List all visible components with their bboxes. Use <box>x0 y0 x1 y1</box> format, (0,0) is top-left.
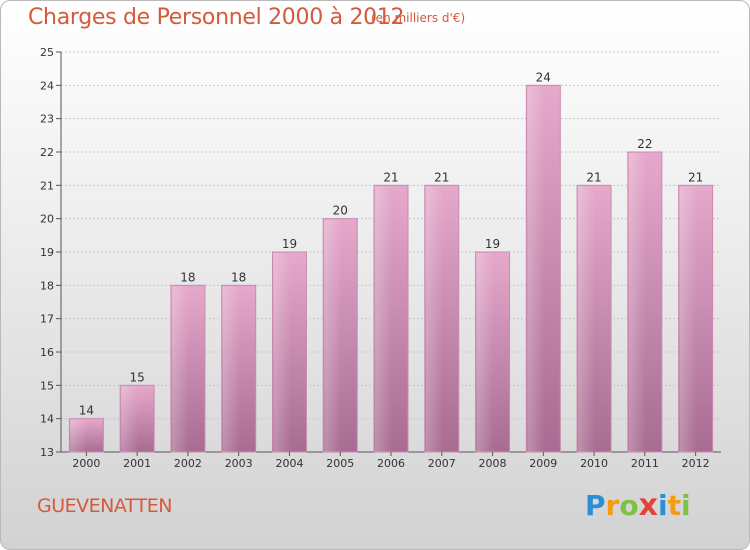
bar-value-label: 19 <box>282 237 297 251</box>
x-tick-label: 2010 <box>580 457 608 470</box>
y-tick-label: 25 <box>40 46 54 59</box>
bar-highlight <box>527 86 545 452</box>
x-tick-label: 2000 <box>72 457 100 470</box>
logo-letter: x <box>638 488 658 523</box>
y-tick-label: 19 <box>40 246 54 259</box>
bar-value-label: 14 <box>79 404 94 418</box>
y-tick-label: 20 <box>40 213 54 226</box>
x-tick-label: 2001 <box>123 457 151 470</box>
bar-highlight <box>679 186 697 453</box>
x-tick-label: 2004 <box>275 457 303 470</box>
x-tick-label: 2005 <box>326 457 354 470</box>
logo-letter: o <box>619 489 639 522</box>
bar-value-label: 19 <box>485 237 500 251</box>
x-tick-label: 2007 <box>428 457 456 470</box>
bar-value-label: 18 <box>231 270 246 284</box>
bar-highlight <box>628 153 646 452</box>
bar-value-label: 21 <box>688 170 703 184</box>
bar-value-label: 20 <box>333 204 348 218</box>
bar-value-label: 18 <box>180 270 195 284</box>
bar-value-label: 21 <box>434 170 449 184</box>
logo-letter: t <box>667 489 681 522</box>
commune-name: GUEVENATTEN <box>37 495 172 517</box>
bar-value-label: 15 <box>130 370 145 384</box>
x-tick-label: 2006 <box>377 457 405 470</box>
logo-letter: i <box>680 489 691 522</box>
bar-highlight <box>425 186 443 453</box>
logo-letter: i <box>657 489 668 522</box>
y-tick-label: 16 <box>40 346 54 359</box>
bar-highlight <box>222 286 240 452</box>
proxiti-logo: Proxiti <box>585 488 691 523</box>
bars: 14 15 18 18 19 20 21 21 19 24 21 22 21 <box>68 70 714 453</box>
bar-highlight <box>70 419 88 452</box>
y-tick-label: 15 <box>40 379 54 392</box>
bar-value-label: 24 <box>536 70 551 84</box>
x-tick-label: 2002 <box>174 457 202 470</box>
y-tick-label: 21 <box>40 179 54 192</box>
y-tick-label: 22 <box>40 146 54 159</box>
bar-value-label: 21 <box>586 170 601 184</box>
bar-highlight <box>476 253 494 452</box>
logo-letter: r <box>605 489 620 522</box>
chart-subtitle: (en milliers d'€) <box>371 11 466 25</box>
logo-letter: P <box>585 489 606 522</box>
x-tick-label: 2012 <box>682 457 710 470</box>
bar-value-label: 22 <box>637 137 652 151</box>
y-tick-label: 23 <box>40 113 54 126</box>
chart-title: Charges de Personnel 2000 à 2012 <box>28 5 405 30</box>
y-tick-label: 18 <box>40 279 54 292</box>
x-axis-labels: 2000 2001 2002 2003 2004 2005 2006 2007 2008 2009… <box>72 452 710 470</box>
x-tick-label: 2008 <box>479 457 507 470</box>
x-tick-label: 2003 <box>225 457 253 470</box>
bar-highlight <box>171 286 189 452</box>
bar-highlight <box>273 253 291 452</box>
bar-highlight <box>578 186 596 453</box>
bar-highlight <box>121 386 139 452</box>
y-tick-label: 14 <box>40 413 54 426</box>
x-tick-label: 2009 <box>529 457 557 470</box>
x-tick-label: 2011 <box>631 457 659 470</box>
bar-highlight <box>375 186 392 453</box>
y-tick-label: 13 <box>40 446 54 459</box>
bar-value-label: 21 <box>383 170 398 184</box>
y-tick-label: 24 <box>40 79 54 92</box>
bar-highlight <box>324 219 342 452</box>
y-tick-label: 17 <box>40 313 54 326</box>
